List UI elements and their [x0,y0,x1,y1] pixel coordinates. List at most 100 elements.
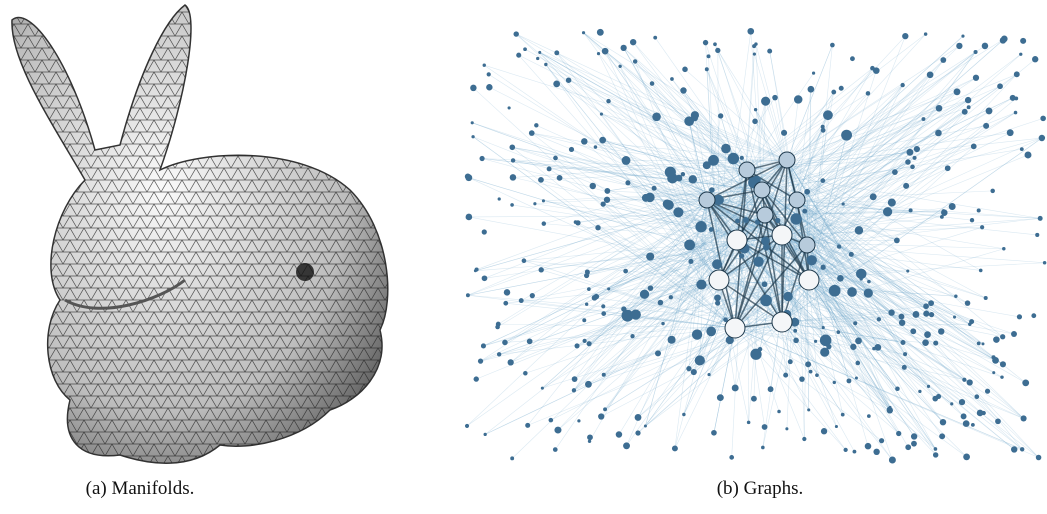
node [503,301,508,306]
node [830,43,835,48]
edge [747,34,926,170]
node [539,267,544,272]
node [933,452,938,457]
node [658,300,664,306]
node [502,340,508,346]
node [708,155,719,166]
node [953,315,956,318]
edge [787,160,1022,449]
graph-image [447,0,1047,470]
node [993,336,1000,343]
node [603,407,607,411]
node [510,203,514,207]
node [739,253,744,258]
hub-node [727,230,747,250]
node [761,97,770,106]
hub-node [772,225,792,245]
node [1000,375,1003,378]
node [821,428,827,434]
node [872,347,875,350]
node [465,424,469,428]
node [604,188,610,194]
node [747,28,754,35]
node [754,108,757,111]
node [1038,216,1043,221]
node [855,361,860,366]
node [599,137,606,144]
node [713,42,717,46]
node [534,123,538,127]
node [471,135,474,138]
node [895,386,900,391]
node [474,376,479,381]
node [1032,56,1038,62]
node [594,145,598,149]
node [743,217,749,223]
node [1007,129,1014,136]
node [519,298,524,303]
node [829,285,841,297]
node [820,335,832,347]
node [475,268,479,272]
node [923,303,929,309]
node [905,444,911,450]
node [941,209,945,213]
node [631,309,641,319]
node [894,238,900,244]
node [905,159,910,164]
node [799,376,805,382]
node [544,63,547,66]
node [924,331,931,338]
node [732,384,739,391]
node [956,43,962,49]
node [604,197,610,203]
node [735,219,740,224]
node [866,91,871,96]
node [807,408,810,411]
node [1025,151,1032,158]
node [783,373,788,378]
node [601,304,605,308]
node [465,173,471,179]
node [646,252,654,260]
node [682,413,685,416]
node [668,336,676,344]
node [652,186,657,191]
node [684,239,695,250]
node [707,373,710,376]
node [508,106,511,109]
node [900,340,905,345]
node [635,414,642,421]
node [965,300,971,306]
node [982,411,986,415]
node [621,306,626,311]
node [523,47,527,51]
edge [809,52,976,280]
node [1036,455,1042,461]
node [968,323,971,326]
node [772,95,778,101]
node [728,153,740,165]
node [707,54,711,58]
node [542,199,545,202]
node [940,419,946,425]
node [669,295,673,299]
node [620,45,626,51]
node [508,359,514,365]
node [695,221,706,232]
page: (a) Manifolds. (b) Graphs. (() => { cons… [0,0,1047,514]
node [533,202,536,205]
node [601,201,606,206]
node [692,329,702,339]
node [932,396,938,402]
node [892,169,898,175]
hub-node [772,312,792,332]
node [705,67,709,71]
node [516,53,521,58]
node [814,340,817,343]
edge [735,328,1039,457]
node [867,414,871,418]
node [839,86,844,91]
node [940,57,946,63]
node [793,329,797,333]
